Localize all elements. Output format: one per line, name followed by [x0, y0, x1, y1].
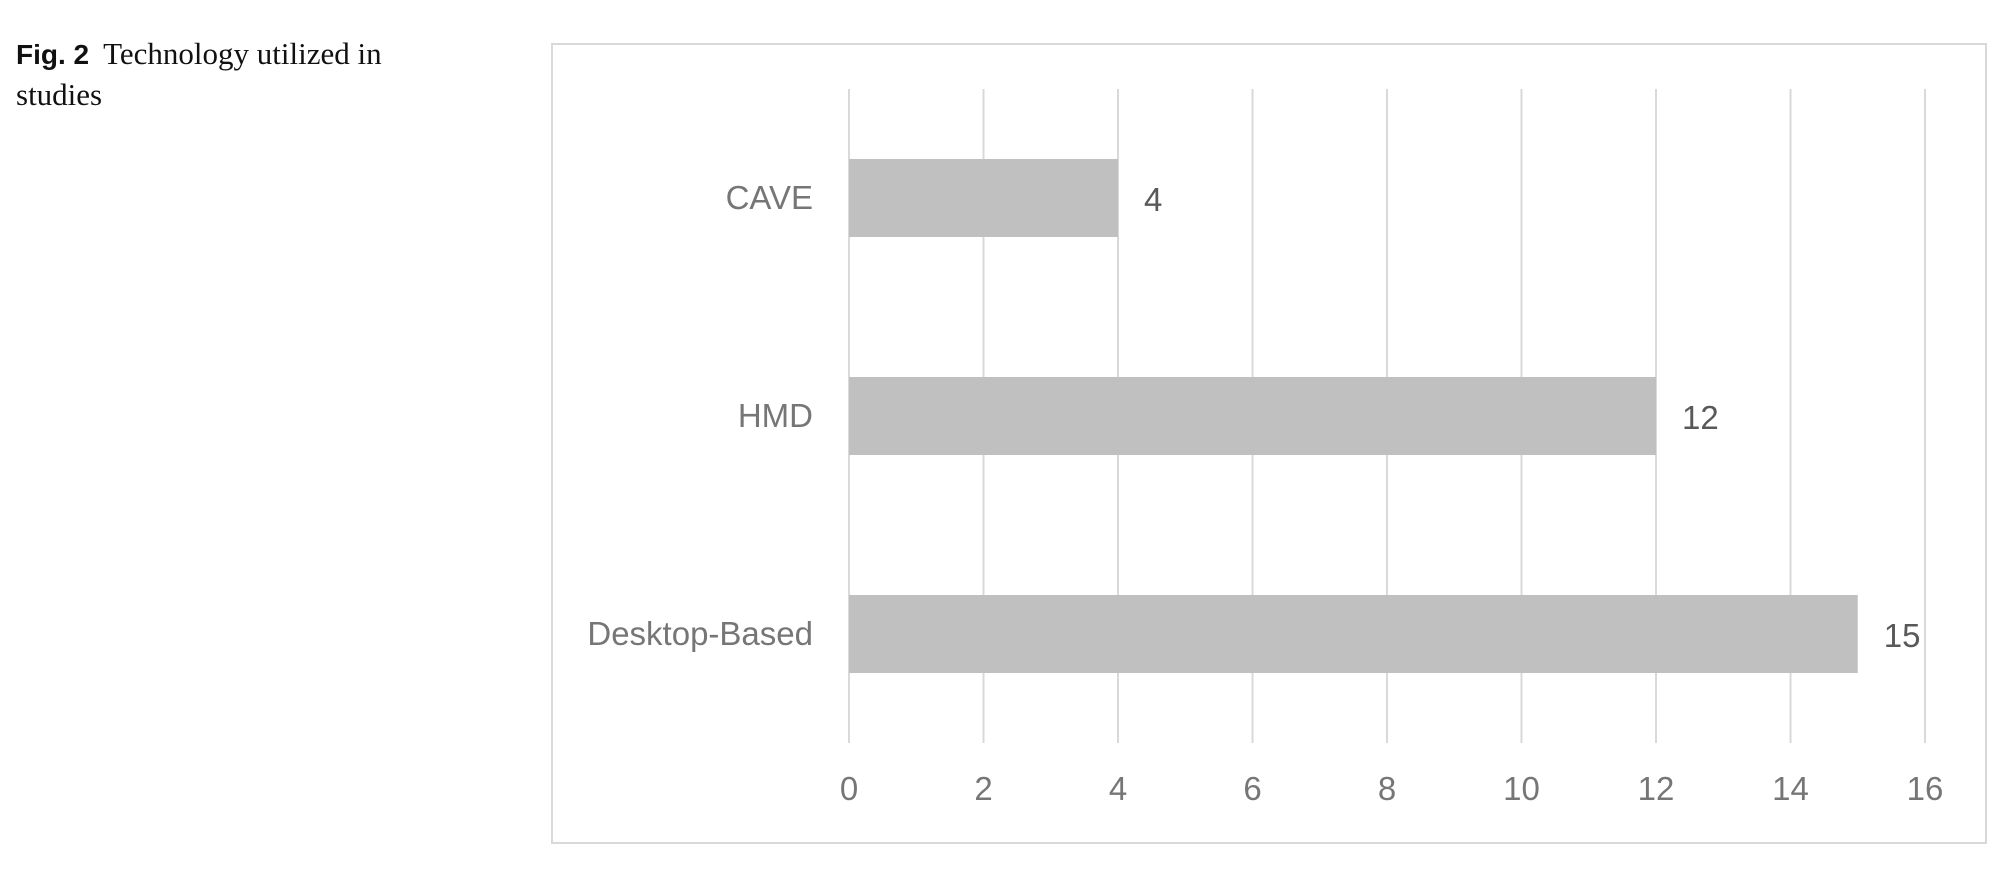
- x-tick-label-2: 2: [974, 770, 992, 807]
- x-tick-label-0: 0: [840, 770, 858, 807]
- x-axis-tick-labels: 0 2 4 6 8 10 12 14 16: [840, 770, 1944, 807]
- data-label-cave: 4: [1144, 181, 1162, 218]
- x-tick-label-14: 14: [1772, 770, 1809, 807]
- category-label-hmd: HMD: [738, 397, 813, 434]
- data-label-desktop-based: 15: [1884, 617, 1921, 654]
- chart-frame: CAVE HMD Desktop-Based 0 2 4 6 8 10 12 14 16 4 12 15: [551, 43, 1987, 844]
- data-label-hmd: 12: [1682, 399, 1719, 436]
- category-label-desktop-based: Desktop-Based: [587, 615, 813, 652]
- x-tick-label-6: 6: [1243, 770, 1261, 807]
- x-tick-label-8: 8: [1378, 770, 1396, 807]
- figure-caption: Fig. 2 Technology utilized in studies: [16, 34, 446, 115]
- data-labels: 4 12 15: [1144, 181, 1920, 654]
- category-label-cave: CAVE: [726, 179, 813, 216]
- bar-chart: CAVE HMD Desktop-Based 0 2 4 6 8 10 12 14 16 4 12 15: [587, 89, 1944, 807]
- bars: [849, 159, 1858, 673]
- bar-cave: [849, 159, 1118, 237]
- x-tick-label-10: 10: [1503, 770, 1540, 807]
- bar-desktop-based: [849, 595, 1858, 673]
- figure-label: Fig. 2: [16, 39, 90, 70]
- x-tick-label-16: 16: [1907, 770, 1944, 807]
- x-tick-label-4: 4: [1109, 770, 1127, 807]
- figure-caption-text: Technology utilized in studies: [16, 36, 382, 112]
- x-tick-label-12: 12: [1638, 770, 1675, 807]
- bar-hmd: [849, 377, 1656, 455]
- category-labels: CAVE HMD Desktop-Based: [587, 179, 813, 652]
